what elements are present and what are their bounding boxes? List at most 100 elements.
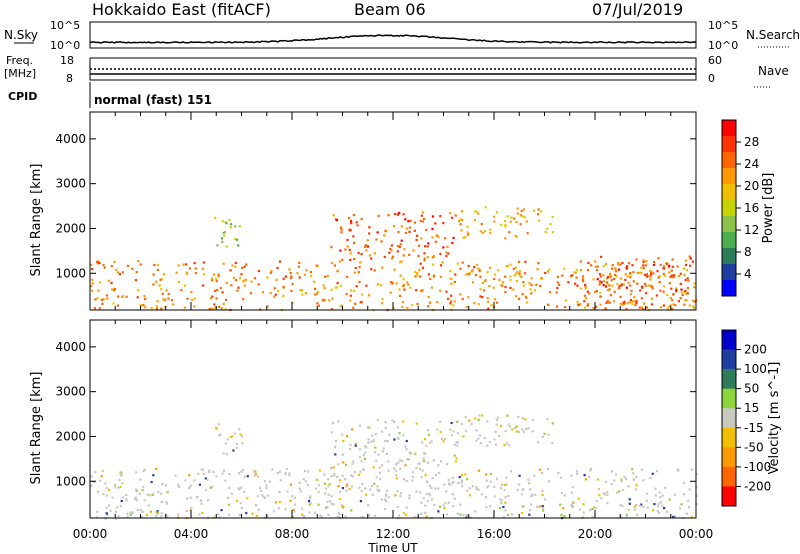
echo-cell — [450, 421, 453, 425]
echo-cell — [142, 485, 145, 489]
echo-cell — [645, 284, 648, 287]
echo-cell — [402, 434, 405, 437]
echo-cell — [111, 288, 114, 291]
echo-cell — [91, 282, 94, 285]
echo-cell — [547, 433, 550, 436]
echo-cell — [208, 470, 211, 474]
echo-cell — [185, 271, 188, 274]
echo-cell — [399, 243, 402, 246]
echo-cell — [640, 468, 643, 471]
echo-cell — [485, 479, 488, 482]
echo-cell — [589, 469, 592, 472]
echo-cell — [586, 304, 589, 307]
echo-cell — [500, 223, 503, 226]
echo-cell — [204, 489, 208, 492]
beam-title: Beam 06 — [354, 0, 426, 19]
echo-cell — [473, 219, 476, 222]
echo-cell — [452, 236, 455, 239]
echo-cell — [642, 479, 645, 482]
echo-cell — [385, 489, 389, 492]
echo-cell — [368, 514, 371, 517]
echo-cell — [533, 209, 536, 212]
echo-cell — [372, 439, 375, 442]
echo-cell — [263, 480, 267, 483]
echo-cell — [254, 470, 257, 473]
echo-cell — [328, 299, 331, 302]
echo-cell — [447, 501, 450, 504]
echo-cell — [602, 265, 605, 268]
echo-cell — [489, 504, 492, 508]
echo-cell — [119, 472, 122, 476]
echo-cell — [556, 305, 559, 308]
echo-cell — [648, 269, 652, 273]
echo-cell — [249, 292, 253, 295]
echo-cell — [160, 512, 163, 515]
x-tick-label: 16:00 — [477, 527, 512, 541]
echo-cell — [571, 274, 574, 277]
echo-cell — [381, 297, 384, 301]
echo-cell — [575, 470, 578, 473]
echo-cell — [389, 281, 393, 284]
echo-cell — [399, 261, 402, 264]
echo-cell — [420, 512, 423, 515]
echo-cell — [523, 208, 526, 211]
colorbar-tick-label: -200 — [744, 479, 771, 493]
echo-cell — [402, 278, 405, 281]
echo-cell — [155, 307, 158, 310]
echo-cell — [134, 496, 137, 499]
echo-cell — [437, 510, 440, 513]
echo-cell — [541, 505, 544, 508]
echo-cell — [447, 252, 450, 255]
echo-cell — [95, 260, 98, 263]
echo-cell — [576, 284, 579, 287]
echo-cell — [318, 469, 321, 472]
echo-cell — [332, 503, 335, 506]
echo-cell — [679, 507, 682, 510]
echo-cell — [522, 488, 525, 491]
echo-cell — [439, 275, 443, 278]
echo-cell — [417, 254, 420, 257]
echo-cell — [184, 479, 187, 482]
echo-cell — [381, 302, 384, 305]
echo-cell — [430, 286, 434, 289]
echo-cell — [452, 505, 455, 508]
echo-cell — [160, 307, 163, 310]
echo-cell — [393, 420, 396, 423]
echo-cell — [117, 295, 120, 298]
echo-cell — [223, 469, 226, 472]
echo-cell — [635, 503, 638, 506]
echo-cell — [421, 220, 424, 223]
echo-cell — [600, 281, 603, 284]
echo-cell — [443, 507, 446, 510]
echo-cell — [232, 276, 235, 279]
echo-cell — [358, 266, 361, 269]
echo-cell — [228, 486, 231, 490]
echo-cell — [121, 271, 124, 274]
echo-cell — [525, 296, 528, 299]
echo-cell — [427, 273, 430, 276]
echo-cell — [345, 489, 348, 492]
echo-cell — [257, 508, 260, 511]
echo-cell — [587, 261, 590, 265]
echo-cell — [500, 284, 503, 287]
echo-cell — [618, 490, 621, 493]
echo-cell — [353, 241, 356, 244]
echo-cell — [496, 419, 499, 422]
echo-cell — [505, 265, 508, 268]
echo-cell — [359, 500, 362, 503]
echo-cell — [191, 298, 194, 301]
echo-cell — [100, 475, 103, 478]
echo-cell — [385, 452, 388, 455]
echo-cell — [407, 220, 410, 223]
echo-cell — [575, 268, 578, 271]
echo-cell — [479, 275, 482, 278]
echo-cell — [298, 487, 301, 490]
echo-cell — [649, 273, 653, 276]
echo-cell — [465, 430, 468, 433]
echo-cell — [466, 231, 469, 234]
echo-cell — [373, 514, 377, 517]
echo-cell — [443, 483, 446, 486]
echo-cell — [620, 480, 623, 483]
echo-cell — [516, 488, 519, 491]
echo-cell — [336, 515, 339, 518]
